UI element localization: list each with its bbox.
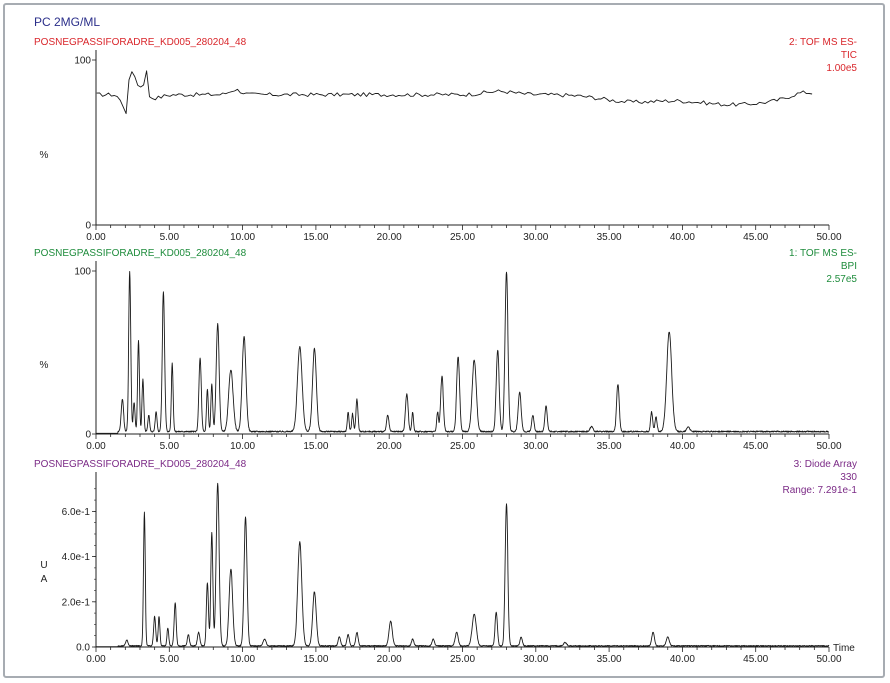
da-info-line-3: Range: 7.291e-1 — [782, 485, 857, 496]
tic-info-line-1: 2: TOF MS ES- — [789, 37, 857, 48]
bpi-file-label: POSNEGPASSIFORADRE_KD005_280204_48 — [34, 248, 247, 259]
y-tick-label: 2.0e-1 — [62, 597, 91, 608]
x-tick-label: 50.00 — [816, 654, 841, 665]
x-tick-label: 30.00 — [523, 232, 548, 243]
x-tick-label: 0.00 — [86, 654, 106, 665]
bpi-panel: POSNEGPASSIFORADRE_KD005_280204_48 1: TO… — [34, 248, 857, 452]
figure-frame — [3, 3, 885, 678]
x-tick-label: 15.00 — [303, 441, 328, 452]
chromatogram-trace — [95, 271, 830, 434]
bpi-info-line-1: 1: TOF MS ES- — [789, 248, 857, 259]
x-tick-label: 15.00 — [303, 232, 328, 243]
x-tick-label: 25.00 — [450, 232, 475, 243]
x-tick-label: 45.00 — [743, 654, 768, 665]
da-y-label-a: A — [41, 574, 48, 585]
x-tick-label: 30.00 — [523, 441, 548, 452]
x-tick-label: 35.00 — [597, 654, 622, 665]
x-tick-label: 25.00 — [450, 441, 475, 452]
x-tick-label: 35.00 — [597, 232, 622, 243]
bpi-info-line-3: 2.57e5 — [826, 274, 857, 285]
x-tick-label: 0.00 — [86, 232, 106, 243]
x-tick-label: 0.00 — [86, 441, 106, 452]
x-tick-label: 40.00 — [670, 232, 695, 243]
y-tick-label: 4.0e-1 — [62, 552, 91, 563]
da-file-label: POSNEGPASSIFORADRE_KD005_280204_48 — [34, 459, 247, 470]
chromatogram-trace — [95, 482, 830, 648]
x-tick-label: 30.00 — [523, 654, 548, 665]
y-tick-label: 0 — [85, 430, 91, 441]
tic-panel: POSNEGPASSIFORADRE_KD005_280204_48 2: TO… — [34, 37, 857, 243]
y-tick-label: 100 — [74, 267, 91, 278]
bpi-info-line-2: BPI — [841, 261, 857, 272]
x-tick-label: 5.00 — [160, 654, 180, 665]
diode-array-panel: POSNEGPASSIFORADRE_KD005_280204_48 3: Di… — [34, 459, 857, 665]
y-tick-label: 6.0e-1 — [62, 507, 91, 518]
y-tick-label: 100 — [74, 56, 91, 67]
x-tick-label: 50.00 — [816, 232, 841, 243]
bpi-y-label: % — [40, 360, 49, 371]
x-tick-label: 40.00 — [670, 654, 695, 665]
x-tick-label: 40.00 — [670, 441, 695, 452]
x-tick-label: 20.00 — [377, 232, 402, 243]
tic-info-line-2: TIC — [841, 50, 857, 61]
x-tick-label: 20.00 — [377, 654, 402, 665]
sample-title: PC 2MG/ML — [34, 15, 100, 29]
x-tick-label: 5.00 — [160, 441, 180, 452]
da-info-line-1: 3: Diode Array — [794, 459, 857, 470]
y-tick-label: 0.0 — [76, 643, 90, 654]
x-tick-label: 50.00 — [816, 441, 841, 452]
x-tick-label: 15.00 — [303, 654, 328, 665]
da-y-label-u: U — [40, 560, 47, 571]
chromatogram-trace — [96, 70, 813, 115]
tic-file-label: POSNEGPASSIFORADRE_KD005_280204_48 — [34, 37, 247, 48]
x-tick-label: 25.00 — [450, 654, 475, 665]
x-tick-label: 5.00 — [160, 232, 180, 243]
tic-info-line-3: 1.00e5 — [826, 63, 857, 74]
x-tick-label: 10.00 — [230, 441, 255, 452]
x-tick-label: 45.00 — [743, 441, 768, 452]
x-tick-label: 35.00 — [597, 441, 622, 452]
da-info-line-2: 330 — [840, 472, 857, 483]
tic-y-label: % — [40, 150, 49, 161]
x-tick-label: 10.00 — [230, 654, 255, 665]
x-tick-label: 10.00 — [230, 232, 255, 243]
x-tick-label: 20.00 — [377, 441, 402, 452]
x-tick-label: 45.00 — [743, 232, 768, 243]
y-tick-label: 0 — [85, 221, 91, 232]
x-axis-label: Time — [833, 643, 855, 654]
